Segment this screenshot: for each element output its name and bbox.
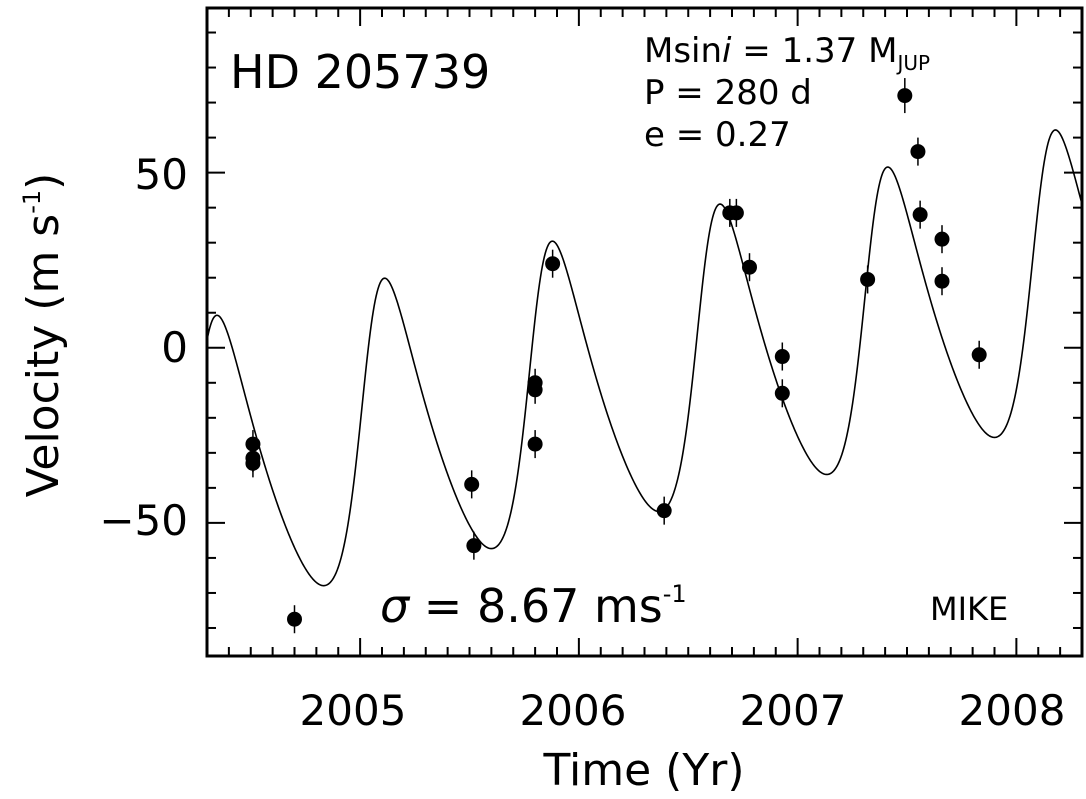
x-tick-label: 2006	[520, 686, 627, 735]
data-marker	[860, 271, 876, 287]
data-point	[728, 198, 744, 227]
data-point	[912, 200, 928, 229]
data-point	[527, 375, 543, 404]
data-marker	[742, 259, 757, 275]
eccentricity-annotation: e = 0.27	[644, 115, 791, 155]
data-marker	[774, 349, 790, 365]
sigma-annotation: σ = 8.67 ms-1	[380, 579, 687, 633]
instrument-label: MIKE	[930, 590, 1008, 628]
data-marker	[897, 88, 913, 104]
ticks-layer	[206, 8, 1083, 656]
msini-sub: JUP	[895, 51, 930, 75]
data-marker	[466, 538, 482, 554]
fit-curve-layer	[207, 129, 1082, 587]
data-point	[464, 470, 480, 499]
y-tick-labels: −50 0 50	[99, 150, 188, 545]
data-marker	[464, 476, 480, 492]
data-marker	[527, 382, 543, 398]
data-marker	[728, 205, 744, 221]
y-axis-label: Velocity (m s-1)	[18, 173, 69, 498]
msini-annotation: Msini = 1.37 MJUP	[644, 31, 930, 75]
data-point	[910, 137, 926, 166]
msini-label: Msin	[644, 31, 722, 71]
data-point	[545, 249, 561, 278]
x-tick-labels: 2005 2006 2007 2008	[300, 686, 1066, 735]
period-annotation: P = 280 d	[644, 73, 812, 113]
sigma-symbol: σ	[380, 579, 411, 633]
data-point	[742, 253, 757, 282]
data-point	[656, 496, 672, 525]
data-marker	[934, 273, 950, 289]
data-point	[971, 340, 987, 369]
data-point	[774, 379, 790, 408]
data-point	[527, 430, 543, 459]
msini-i: i	[722, 31, 732, 71]
y-axis-label-close: )	[18, 173, 69, 190]
fit-curve	[207, 129, 1082, 587]
data-marker	[245, 455, 261, 471]
data-marker	[971, 347, 987, 363]
sigma-value: = 8.67 ms	[409, 579, 663, 633]
y-axis-label-sup: -1	[18, 190, 46, 214]
data-marker	[545, 256, 561, 272]
data-points-layer	[245, 78, 987, 634]
x-tick-label: 2005	[300, 686, 407, 735]
y-tick-label: 0	[161, 323, 188, 372]
x-axis-label: Time (Yr)	[543, 745, 745, 796]
data-marker	[774, 385, 790, 401]
data-point	[934, 267, 950, 296]
msini-value: = 1.37 M	[732, 31, 898, 71]
data-marker	[910, 144, 926, 160]
data-point	[466, 531, 482, 560]
y-axis-label-main: Velocity (m s	[18, 214, 69, 498]
data-point	[245, 449, 261, 478]
x-tick-label: 2007	[740, 686, 847, 735]
y-tick-label: −50	[99, 496, 188, 545]
data-marker	[527, 436, 543, 452]
data-point	[860, 265, 876, 294]
sigma-sup: -1	[663, 580, 687, 608]
data-marker	[934, 231, 950, 247]
data-marker	[912, 207, 928, 223]
data-point	[897, 78, 913, 114]
data-point	[287, 605, 302, 634]
data-point	[934, 225, 950, 254]
y-tick-label: 50	[135, 150, 188, 199]
data-point	[774, 342, 790, 371]
x-tick-label: 2008	[959, 686, 1066, 735]
data-marker	[656, 503, 672, 519]
star-name-title: HD 205739	[230, 45, 490, 99]
data-marker	[287, 611, 302, 627]
